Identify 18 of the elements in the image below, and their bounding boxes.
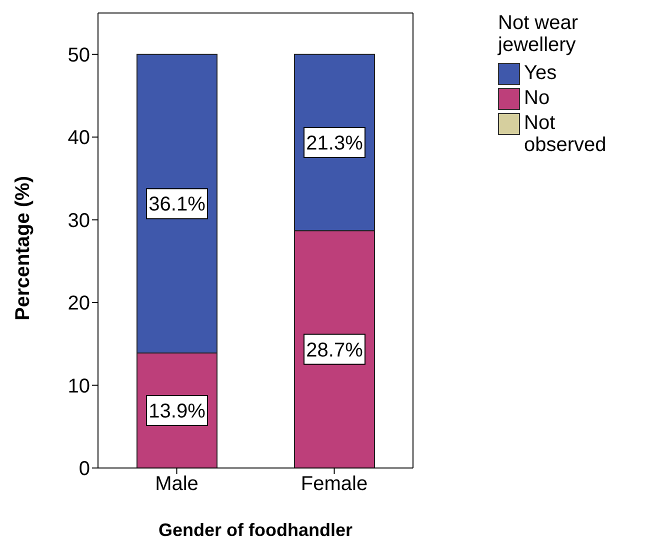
data-label: 13.9%: [148, 400, 206, 423]
legend-label: Yes: [524, 62, 558, 84]
y-tick-label: 20: [68, 292, 90, 315]
y-tick-label: 40: [68, 127, 90, 150]
legend-label: Not observed: [524, 112, 608, 156]
y-tick-label: 30: [68, 210, 90, 232]
legend-title: Not wear jewellery: [498, 12, 580, 56]
data-label: 21.3%: [306, 132, 364, 154]
x-tick-label: Female: [300, 473, 368, 496]
y-tick-label: 50: [68, 44, 90, 66]
legend-label: No: [524, 87, 551, 109]
data-label: 36.1%: [148, 194, 206, 216]
data-label: 28.7%: [306, 339, 364, 362]
y-axis-title: Percentage (%): [12, 176, 34, 320]
y-tick-label: 0: [78, 458, 90, 480]
x-axis-title: Gender of foodhandler: [158, 520, 353, 540]
y-tick-label: 10: [68, 375, 90, 398]
x-tick-label: Male: [155, 473, 198, 496]
